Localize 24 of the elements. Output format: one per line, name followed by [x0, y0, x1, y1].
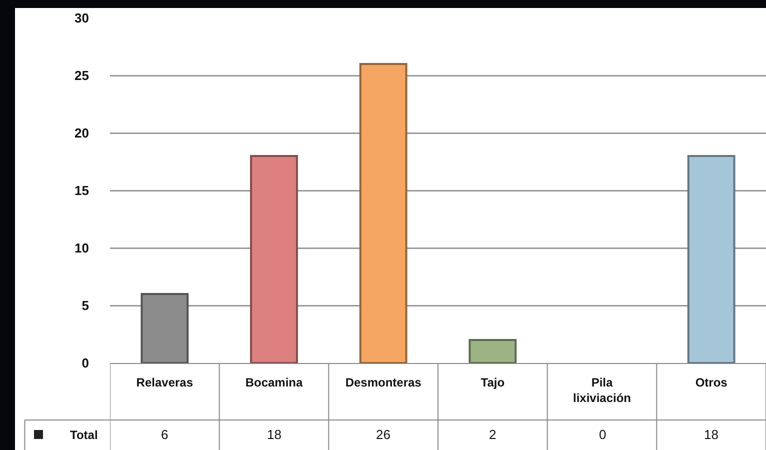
- x-tick-label: Bocamina: [245, 375, 303, 390]
- y-tick-label: 20: [74, 126, 89, 141]
- y-tick-label: 30: [74, 10, 89, 26]
- x-tick-label: Desmonteras: [345, 375, 422, 390]
- data-label: 2: [489, 427, 496, 442]
- data-label: 26: [376, 427, 390, 442]
- bar: [468, 339, 517, 363]
- y-tick-label: 0: [82, 356, 89, 371]
- y-tick-label: 15: [74, 183, 89, 198]
- bar: [250, 155, 298, 363]
- y-tick-label: 5: [82, 298, 89, 314]
- data-label: 6: [161, 427, 168, 442]
- data-label: 0: [599, 427, 606, 442]
- x-tick-label: Relaveras: [136, 375, 194, 390]
- text: Total: [70, 428, 98, 442]
- data-label: 18: [267, 427, 282, 442]
- y-tick-label: 10: [74, 240, 89, 256]
- bar: [359, 63, 408, 363]
- x-tick-label: Otros: [695, 375, 728, 390]
- bar: [687, 155, 736, 363]
- x-tick-label: Tajo: [480, 375, 505, 390]
- y-tick-label: 25: [74, 68, 89, 84]
- data-label: 18: [704, 427, 718, 442]
- x-tick-label: Pila lixiviación: [572, 375, 632, 405]
